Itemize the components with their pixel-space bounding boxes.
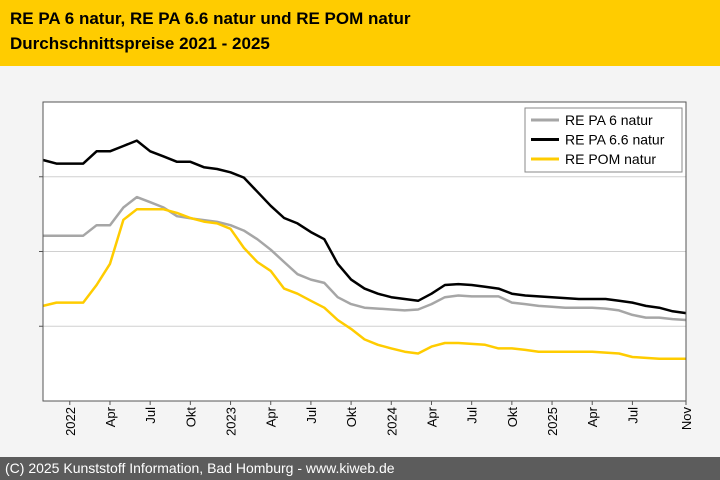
x-tick-label: Apr <box>103 406 118 427</box>
series-line <box>42 208 686 361</box>
x-tick-label: Jul <box>143 407 158 424</box>
legend-label: RE POM natur <box>565 151 656 167</box>
x-tick-label: Nov <box>679 407 694 431</box>
x-tick-label: Jul <box>625 407 640 424</box>
copyright-text: (C) 2025 Kunststoff Information, Bad Hom… <box>5 460 395 476</box>
x-tick-label: Apr <box>424 406 439 427</box>
x-tick-label: Jul <box>465 407 480 424</box>
x-tick-label: Okt <box>505 407 520 428</box>
x-tick-label: Okt <box>344 407 359 428</box>
chart-title-line2: Durchschnittspreise 2021 - 2025 <box>10 34 270 53</box>
x-tick-label: Jul <box>304 407 319 424</box>
footer-bar: (C) 2025 Kunststoff Information, Bad Hom… <box>0 457 720 480</box>
x-tick-label: Apr <box>585 406 600 427</box>
x-tick-label: 2024 <box>384 407 399 436</box>
legend-label: RE PA 6.6 natur <box>565 132 665 148</box>
chart-header: RE PA 6 natur, RE PA 6.6 natur und RE PO… <box>0 0 720 66</box>
series-line <box>43 195 687 322</box>
series-line <box>42 139 687 315</box>
chart-title-line1: RE PA 6 natur, RE PA 6.6 natur und RE PO… <box>10 9 411 28</box>
legend-label: RE PA 6 natur <box>565 112 653 128</box>
x-tick-label: 2022 <box>63 407 78 436</box>
x-tick-label: Apr <box>264 406 279 427</box>
line-chart: 2022 Apr Jul Okt 2023 Apr Jul Okt 2024 Apr Jul Okt 2… <box>39 101 694 436</box>
x-tick-label: Okt <box>183 407 198 428</box>
x-tick-label: 2025 <box>545 407 560 436</box>
x-tick-label: 2023 <box>224 407 239 436</box>
